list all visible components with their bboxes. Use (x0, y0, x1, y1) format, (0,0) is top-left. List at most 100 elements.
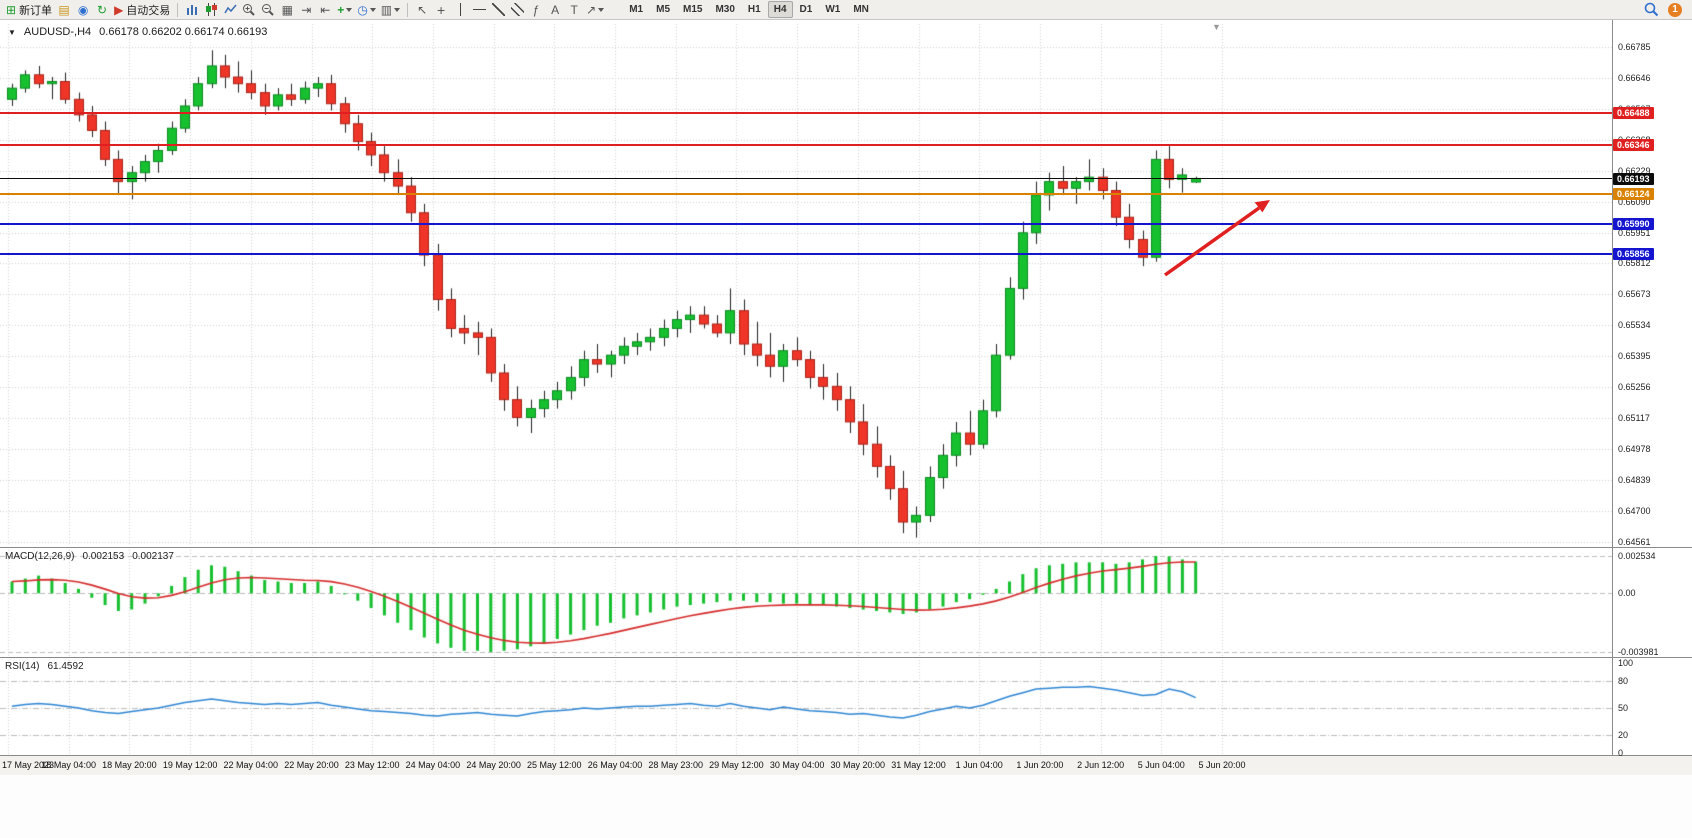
bar-chart-mode-button[interactable] (183, 1, 201, 19)
price-axis[interactable]: 0.667850.666460.665070.663680.662290.660… (1613, 20, 1692, 758)
timeframe-button-d1[interactable]: D1 (799, 4, 813, 15)
crosshair-button[interactable]: + (432, 1, 450, 19)
rsi-scale-label: 50 (1618, 703, 1629, 713)
price-axis-label: 0.65673 (1618, 289, 1651, 300)
level-line-mid-level[interactable] (0, 193, 1612, 196)
timeframe-button-m30[interactable]: M30 (715, 4, 735, 15)
chart-caret-icon[interactable]: ▼ (8, 27, 16, 37)
new-order-label: 新订单 (19, 4, 53, 17)
autotrading-icon: ▶ (114, 2, 124, 17)
indicators-caret-icon (346, 7, 353, 12)
time-axis-label: 19 May 12:00 (162, 760, 218, 770)
price-badge-current-price[interactable]: 0.66193 (1613, 172, 1654, 185)
level-line-support-2[interactable] (0, 252, 1612, 255)
candlestick-chart-icon (205, 3, 217, 16)
chart-symbol-period: AUDUSD-,H4 (23, 26, 92, 38)
level-line-resistance-1[interactable] (0, 112, 1612, 115)
periods-button[interactable]: ◷ (355, 1, 377, 19)
timeframe-button-mn[interactable]: MN (853, 4, 869, 15)
search-icon (1644, 2, 1659, 17)
notification-badge[interactable]: 1 (1668, 2, 1682, 17)
zoom-out-button[interactable] (259, 1, 277, 19)
price-badge-resistance-2[interactable]: 0.66346 (1613, 138, 1654, 151)
chart-shift-marker-icon[interactable]: ▼ (1212, 22, 1221, 32)
template-icon: ▥ (380, 2, 393, 17)
bar-chart-icon (186, 5, 197, 15)
time-axis-label: 1 Jun 20:00 (1016, 760, 1064, 770)
text-tool-button[interactable]: A (546, 1, 564, 19)
macd-main-value: 0.002153 (82, 551, 125, 562)
trendline-icon (491, 3, 505, 16)
chart-shift-button[interactable]: ⇤ (316, 1, 334, 19)
time-axis-label: 23 May 12:00 (344, 760, 400, 770)
cursor-icon: ↖ (417, 2, 428, 17)
auto-scroll-button[interactable]: ⇥ (297, 1, 315, 19)
search-button[interactable] (1642, 1, 1661, 19)
timeframe-button-h1[interactable]: H1 (747, 4, 761, 15)
refresh-button[interactable]: ↻ (93, 1, 111, 19)
rsi-name: RSI(14) (5, 661, 40, 672)
price-badge-support-2[interactable]: 0.65856 (1613, 247, 1654, 260)
cursor-button[interactable]: ↖ (413, 1, 431, 19)
profiles-button[interactable]: ◉ (74, 1, 92, 19)
chart-canvas[interactable] (0, 20, 1612, 756)
time-axis-label: 28 May 23:00 (648, 760, 703, 770)
fibonacci-button[interactable]: ƒ (527, 1, 545, 19)
price-axis-label: 0.65534 (1618, 320, 1651, 331)
candlestick-mode-button[interactable] (202, 1, 220, 19)
price-badge-mid-level[interactable]: 0.66124 (1613, 188, 1654, 201)
zoom-in-button[interactable] (240, 1, 258, 19)
horizontal-line-button[interactable] (470, 1, 488, 19)
vertical-line-button[interactable] (451, 1, 469, 19)
timeframe-button-m1[interactable]: M1 (629, 4, 644, 15)
price-axis-label: 0.65812 (1618, 258, 1651, 269)
channel-button[interactable] (508, 1, 526, 19)
indicators-button[interactable]: + (335, 1, 354, 19)
timeframe-button-m5[interactable]: M5 (656, 4, 671, 15)
autotrading-button[interactable]: ▶ 自动交易 (112, 1, 172, 19)
level-line-resistance-2[interactable] (0, 143, 1612, 146)
price-axis-label: 0.64700 (1618, 505, 1651, 516)
price-axis-label: 0.65951 (1618, 227, 1651, 238)
auto-scroll-icon: ⇥ (301, 2, 312, 17)
level-line-support-1[interactable] (0, 222, 1612, 225)
rsi-scale-label: 20 (1618, 730, 1629, 740)
rsi-scale-label: 100 (1618, 658, 1634, 668)
price-axis-label: 0.65395 (1618, 351, 1651, 362)
trend-arrow[interactable] (1130, 190, 1290, 300)
time-axis-label: 18 May 20:00 (102, 760, 157, 770)
arrows-tool-button[interactable]: ↗ (584, 1, 606, 19)
tile-windows-button[interactable]: ▦ (278, 1, 296, 19)
macd-panel-separator[interactable] (0, 547, 1692, 548)
timeframe-button-w1[interactable]: W1 (825, 4, 841, 15)
rsi-label: RSI(14) 61.4592 (5, 661, 84, 672)
time-axis-label: 29 May 12:00 (709, 760, 764, 770)
templates-caret-icon (394, 7, 401, 12)
new-order-button[interactable]: ⊞ 新订单 (4, 1, 54, 19)
level-line-current-price[interactable] (0, 178, 1612, 180)
text-label-button[interactable]: T (565, 1, 583, 19)
templates-button[interactable]: ▥ (379, 1, 402, 19)
rsi-panel-separator[interactable] (0, 657, 1692, 658)
trendline-button[interactable] (489, 1, 507, 19)
toolbar-separator (177, 2, 179, 17)
timeframe-button-m15[interactable]: M15 (683, 4, 703, 15)
open-chart-button[interactable]: ▤ (55, 1, 73, 19)
time-axis-label: 5 Jun 20:00 (1198, 760, 1246, 770)
price-badge-support-1[interactable]: 0.65990 (1613, 217, 1654, 230)
price-axis-label: 0.66785 (1618, 42, 1651, 52)
time-axis-label: 30 May 04:00 (769, 760, 825, 770)
price-axis-label: 0.66229 (1618, 165, 1651, 176)
time-axis-label: 1 Jun 04:00 (955, 760, 1003, 770)
line-chart-mode-button[interactable] (221, 1, 239, 19)
time-axis-label: 31 May 12:00 (891, 760, 946, 770)
time-axis[interactable]: 17 May 2023 18 May 04:00 18 May 20:00 19 Ma… (0, 755, 1692, 775)
price-badge-resistance-1[interactable]: 0.66488 (1613, 107, 1654, 120)
zoom-out-icon (262, 3, 275, 16)
chart-shift-icon: ⇤ (320, 2, 331, 17)
indicators-plus-icon: + (337, 2, 345, 17)
timeframe-button-h4[interactable]: H4 (767, 1, 793, 18)
fibonacci-icon: ƒ (532, 2, 540, 17)
macd-name: MACD(12,26,9) (5, 551, 75, 562)
time-axis-label: 30 May 20:00 (830, 760, 886, 770)
